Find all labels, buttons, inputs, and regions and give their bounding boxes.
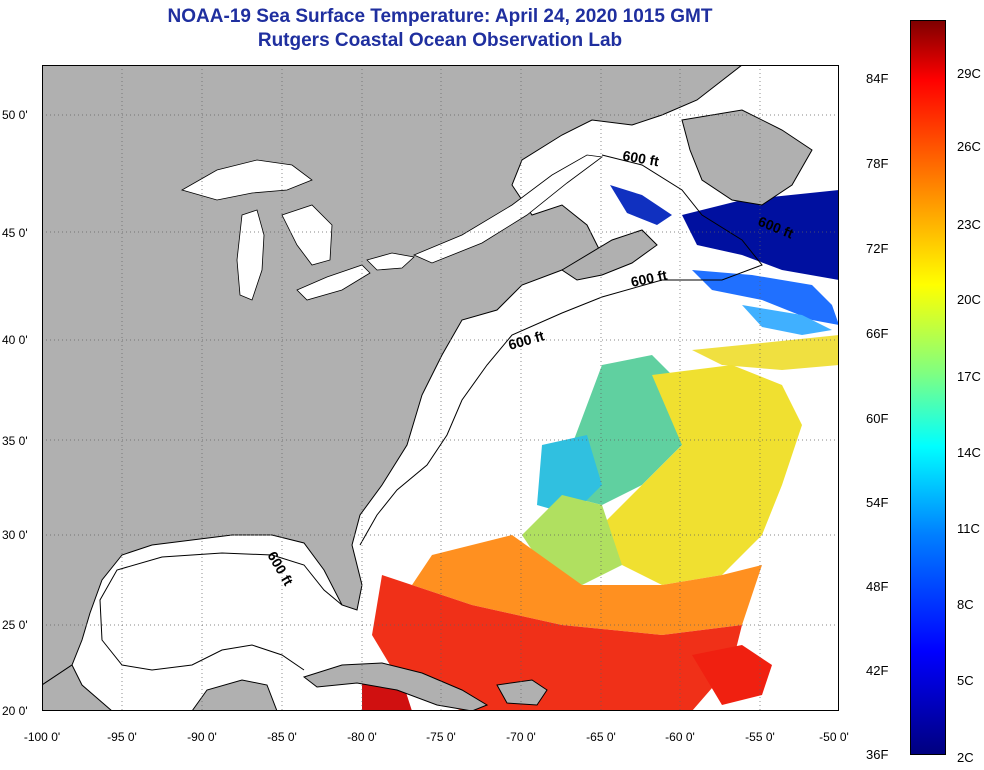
- lon-label-55: -55 0': [745, 730, 775, 744]
- gulf-contour-line: [99, 552, 343, 671]
- colorbar-c-8: 8C: [957, 597, 974, 612]
- colorbar-c-2: 2C: [957, 750, 974, 765]
- colorbar-f-60: 60F: [866, 411, 889, 426]
- map-subtitle: Rutgers Coastal Ocean Observation Lab: [257, 30, 623, 51]
- hispaniola-land: [496, 679, 548, 706]
- north-america-land: [42, 65, 743, 686]
- sst-map: 600 ft 600 ft 600 ft 600 ft 600 ft: [42, 65, 839, 711]
- lon-label-60: -60 0': [665, 730, 695, 744]
- lon-label-80: -80 0': [347, 730, 377, 744]
- colorbar-f-72: 72F: [866, 241, 889, 256]
- graticule: [42, 65, 839, 711]
- shelf-contour-line: [359, 154, 763, 546]
- lon-label-75: -75 0': [426, 730, 456, 744]
- lat-label-45: 45 0': [2, 226, 28, 240]
- lake-huron: [281, 204, 333, 266]
- contour-label-3: 600 ft: [629, 267, 668, 290]
- colorbar-c-26: 26C: [957, 139, 981, 154]
- colorbar-f-48: 48F: [866, 579, 889, 594]
- lake-erie: [296, 264, 371, 301]
- lat-label-50: 50 0': [2, 108, 28, 122]
- lake-michigan: [236, 209, 265, 301]
- lon-label-90: -90 0': [187, 730, 217, 744]
- lat-label-35: 35 0': [2, 434, 28, 448]
- sst-data-layer: [362, 185, 839, 711]
- lake-superior: [180, 159, 313, 201]
- sst-patch-red-east: [692, 645, 772, 705]
- lon-label-65: -65 0': [586, 730, 616, 744]
- nova-scotia-land: [561, 229, 658, 281]
- colorbar-f-66: 66F: [866, 326, 889, 341]
- map-frame: [42, 65, 839, 711]
- lake-ontario: [366, 252, 415, 271]
- colorbar-c-29: 29C: [957, 66, 981, 81]
- sst-patch-mid-yellow: [602, 365, 802, 585]
- sst-patch-red-south: [372, 575, 742, 711]
- colorbar-c-20: 20C: [957, 292, 981, 307]
- colorbar-c-5: 5C: [957, 673, 974, 688]
- lon-label-100: -100 0': [23, 730, 61, 744]
- colorbar-f-54: 54F: [866, 495, 889, 510]
- lon-label-95: -95 0': [107, 730, 137, 744]
- lat-label-20: 20 0': [2, 704, 28, 718]
- colorbar-f-84: 84F: [866, 71, 889, 86]
- lon-label-70: -70 0': [506, 730, 536, 744]
- sst-patch-mid-cyan: [537, 435, 602, 515]
- cuba-land: [302, 662, 489, 711]
- sst-patch-gulf-of-st-lawrence: [610, 185, 672, 225]
- great-lakes: [180, 154, 604, 301]
- colorbar-c-23: 23C: [957, 217, 981, 232]
- sst-patch-north-cool: [692, 270, 839, 325]
- colorbar-f-36: 36F: [866, 747, 889, 762]
- sst-patch-mid-yellow-north: [692, 335, 839, 370]
- yucatan-land: [42, 664, 113, 711]
- colorbar-c-11: 11C: [957, 521, 980, 536]
- temperature-colorbar: [910, 20, 946, 755]
- sst-patch-orange-band: [412, 535, 762, 635]
- sst-patch-north-cyan: [742, 305, 832, 335]
- st-lawrence-river: [412, 154, 604, 264]
- lon-label-85: -85 0': [267, 730, 297, 744]
- lat-label-25: 25 0': [2, 618, 28, 632]
- colorbar-f-78: 78F: [866, 156, 889, 171]
- newfoundland-land: [681, 109, 813, 206]
- colorbar-c-17: 17C: [957, 369, 981, 384]
- lat-label-30: 30 0': [2, 528, 28, 542]
- sst-patch-grand-banks: [682, 190, 839, 280]
- colorbar-f-42: 42F: [866, 663, 889, 678]
- lon-label-50: -50 0': [819, 730, 849, 744]
- lat-label-40: 40 0': [2, 333, 28, 347]
- land-layer: [42, 65, 813, 711]
- colorbar-c-14: 14C: [957, 445, 981, 460]
- yucatan-peninsula-land: [191, 679, 278, 711]
- contour-label-1: 600 ft: [621, 147, 660, 169]
- map-title: NOAA-19 Sea Surface Temperature: April 2…: [167, 6, 713, 27]
